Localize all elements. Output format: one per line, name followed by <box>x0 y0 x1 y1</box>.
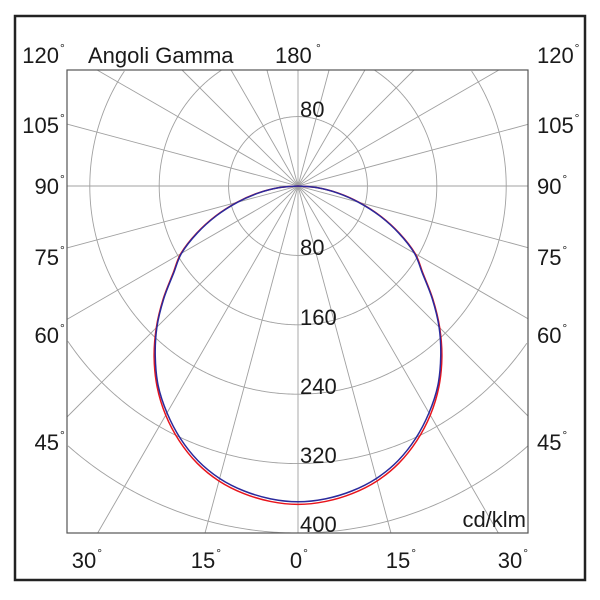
radial-tick-label: 80 <box>300 235 324 260</box>
angle-label-right: 45 <box>537 430 561 455</box>
angle-label-left: 120 <box>22 43 59 68</box>
degree-symbol: ° <box>216 546 221 560</box>
chart-title: Angoli Gamma <box>88 43 234 68</box>
degree-symbol: ° <box>60 41 65 55</box>
degree-symbol: ° <box>303 546 308 560</box>
top-angle-label: 180 ° <box>275 41 321 68</box>
grid-ring <box>89 70 507 395</box>
grid-spoke <box>181 69 529 417</box>
angle-label-left: 60 <box>35 323 59 348</box>
degree-symbol: ° <box>60 172 65 186</box>
degree-symbol: ° <box>316 41 321 55</box>
angle-label-left: 105 <box>22 113 59 138</box>
degree-symbol: ° <box>562 428 567 442</box>
degree-symbol: ° <box>575 41 580 55</box>
series-curve-2 <box>154 185 442 503</box>
grid-spoke <box>66 69 415 418</box>
grid-spoke <box>204 69 330 534</box>
degree-symbol: ° <box>562 172 567 186</box>
angle-label-right: 90 <box>537 174 561 199</box>
degree-symbol: ° <box>60 111 65 125</box>
degree-symbol: ° <box>60 428 65 442</box>
angle-label-right: 120 <box>537 43 574 68</box>
plot-area <box>66 69 529 534</box>
angle-label-bottom: 15 <box>191 548 215 573</box>
radial-tick-label: 240 <box>300 374 337 399</box>
outer-frame <box>13 14 587 582</box>
angle-label-bottom: 0 <box>290 548 302 573</box>
top-angle-value: 180 <box>275 43 312 68</box>
radial-tick-label: 400 <box>300 512 337 537</box>
angle-label-left: 75 <box>35 245 59 270</box>
angle-label-bottom: 30 <box>498 548 522 573</box>
angle-label-right: 60 <box>537 323 561 348</box>
curves <box>153 185 443 506</box>
grid-ring <box>158 69 438 326</box>
angle-label-bottom: 15 <box>386 548 410 573</box>
radial-tick-label: 160 <box>300 305 337 330</box>
grid-spoke <box>66 69 500 320</box>
radial-tick-label: 320 <box>300 443 337 468</box>
angle-label-bottom: 30 <box>72 548 96 573</box>
degree-symbol: ° <box>575 111 580 125</box>
grid-spoke <box>266 69 392 534</box>
unit-label: cd/klm <box>462 507 526 532</box>
grid-spoke <box>230 69 499 534</box>
degree-symbol: ° <box>562 321 567 335</box>
angle-label-left: 90 <box>35 174 59 199</box>
degree-symbol: ° <box>60 243 65 257</box>
degree-symbol: ° <box>562 243 567 257</box>
grid-spoke <box>97 69 366 534</box>
radial-tick-label: 80 <box>300 97 324 122</box>
degree-symbol: ° <box>60 321 65 335</box>
angle-label-right: 105 <box>537 113 574 138</box>
degree-symbol: ° <box>97 546 102 560</box>
grid-spoke <box>96 69 529 320</box>
angle-label-left: 45 <box>35 430 59 455</box>
grid-ring <box>67 340 528 465</box>
angle-label-right: 75 <box>537 245 561 270</box>
degree-symbol: ° <box>411 546 416 560</box>
degree-symbol: ° <box>523 546 528 560</box>
polar-grid <box>66 69 529 534</box>
